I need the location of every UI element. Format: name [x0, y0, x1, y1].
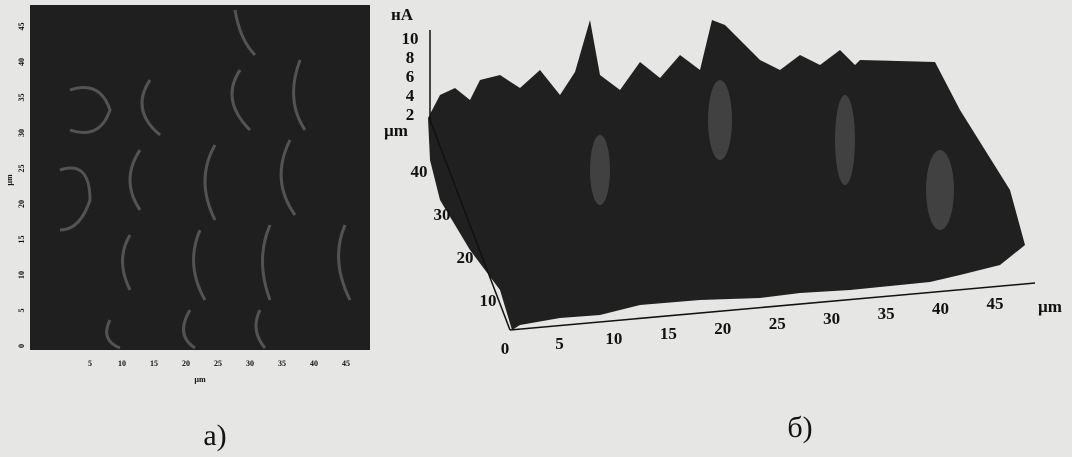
x-tick-label: 20	[182, 359, 190, 368]
z-tick-label: 6	[406, 67, 415, 86]
x-tick-label: 25	[769, 314, 786, 333]
x-tick-label: 30	[823, 309, 840, 328]
x-tick-label: 45	[342, 359, 350, 368]
z-unit-label: µm	[384, 121, 408, 140]
z-tick-label: 8	[406, 48, 415, 67]
caption: а)	[203, 419, 226, 452]
y-tick-label: 0	[17, 344, 26, 348]
z-tick-label: 10	[402, 29, 419, 48]
x-tick-label: 35	[878, 304, 895, 323]
depth-tick-label: 30	[434, 205, 451, 224]
y-tick-label: 35	[17, 94, 26, 102]
x-tick-label: 20	[714, 319, 731, 338]
depth-tick-label: 10	[480, 291, 497, 310]
x-tick-label: 45	[987, 294, 1004, 313]
x-tick-label: 40	[932, 299, 949, 318]
x-tick-label: 5	[555, 334, 564, 353]
figure: 051015202530354045µm51015202530354045µmа…	[0, 0, 1072, 457]
afm-image	[30, 5, 370, 350]
x-tick-label: 5	[88, 359, 92, 368]
x-axis-label: µm	[194, 375, 206, 384]
x-axis-label: µm	[1038, 297, 1062, 316]
x-tick-label: 30	[246, 359, 254, 368]
x-tick-label: 35	[278, 359, 286, 368]
x-tick-label: 0	[501, 339, 510, 358]
x-tick-label: 40	[310, 359, 318, 368]
y-axis-label: µm	[5, 174, 14, 186]
z-axis-label: нА	[391, 5, 414, 24]
y-tick-label: 45	[17, 23, 26, 31]
x-tick-label: 10	[118, 359, 126, 368]
y-tick-label: 25	[17, 165, 26, 173]
depth-tick-label: 40	[411, 162, 428, 181]
y-tick-label: 20	[17, 200, 26, 208]
x-tick-label: 10	[605, 329, 622, 348]
x-tick-label: 15	[150, 359, 158, 368]
y-tick-label: 10	[17, 271, 26, 279]
z-tick-label: 4	[406, 86, 415, 105]
x-tick-label: 15	[660, 324, 677, 343]
depth-tick-label: 20	[457, 248, 474, 267]
y-tick-label: 5	[17, 309, 26, 313]
y-tick-label: 15	[17, 236, 26, 244]
caption: б)	[787, 411, 812, 444]
y-tick-label: 40	[17, 58, 26, 66]
y-tick-label: 30	[17, 129, 26, 137]
x-tick-label: 25	[214, 359, 222, 368]
